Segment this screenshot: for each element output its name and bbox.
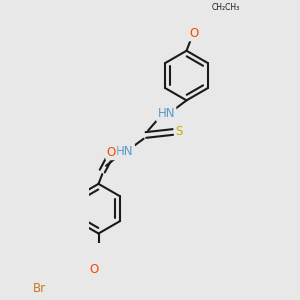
- Text: O: O: [89, 263, 99, 276]
- Text: HN: HN: [158, 107, 175, 120]
- Text: Br: Br: [33, 281, 46, 295]
- Text: S: S: [175, 125, 183, 139]
- Text: CH₂CH₃: CH₂CH₃: [211, 3, 240, 12]
- Text: O: O: [189, 27, 199, 40]
- Text: HN: HN: [116, 145, 134, 158]
- Text: O: O: [107, 146, 116, 159]
